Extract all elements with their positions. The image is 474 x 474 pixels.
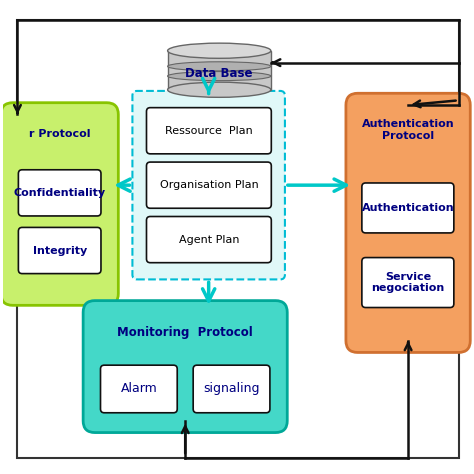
Bar <box>168 51 271 90</box>
Text: Authentication: Authentication <box>362 203 454 213</box>
Ellipse shape <box>168 72 271 81</box>
Text: Agent Plan: Agent Plan <box>179 235 239 245</box>
Text: Confidentiality: Confidentiality <box>14 188 106 198</box>
Text: Ressource  Plan: Ressource Plan <box>165 126 253 136</box>
FancyBboxPatch shape <box>146 108 271 154</box>
Ellipse shape <box>168 43 271 58</box>
FancyBboxPatch shape <box>362 257 454 308</box>
Ellipse shape <box>168 82 271 97</box>
Text: r Protocol: r Protocol <box>29 128 91 138</box>
Text: Organisation Plan: Organisation Plan <box>160 180 258 190</box>
FancyBboxPatch shape <box>146 162 271 208</box>
FancyBboxPatch shape <box>193 365 270 413</box>
FancyBboxPatch shape <box>83 301 287 433</box>
Text: Authentication
Protocol: Authentication Protocol <box>362 119 455 141</box>
Ellipse shape <box>168 62 271 71</box>
FancyBboxPatch shape <box>100 365 177 413</box>
Text: Monitoring  Protocol: Monitoring Protocol <box>118 326 253 338</box>
FancyBboxPatch shape <box>18 170 101 216</box>
FancyBboxPatch shape <box>362 183 454 233</box>
Text: Alarm: Alarm <box>120 383 157 395</box>
FancyBboxPatch shape <box>1 103 118 305</box>
Text: Integrity: Integrity <box>33 246 87 255</box>
FancyBboxPatch shape <box>18 228 101 273</box>
Text: Service
negociation: Service negociation <box>371 272 445 293</box>
FancyBboxPatch shape <box>132 91 285 279</box>
Text: Data Base: Data Base <box>185 67 253 80</box>
FancyBboxPatch shape <box>146 217 271 263</box>
Text: signaling: signaling <box>203 383 260 395</box>
FancyBboxPatch shape <box>346 93 470 353</box>
